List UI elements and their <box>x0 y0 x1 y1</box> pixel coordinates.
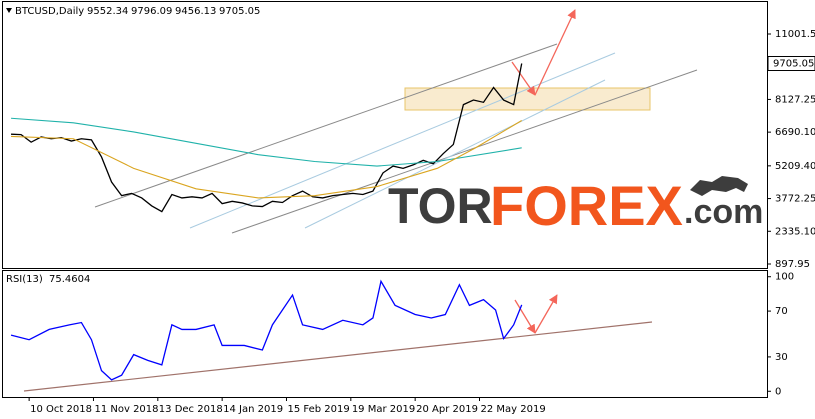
x-tick-label: 15 Feb 2019 <box>287 404 349 415</box>
open: 9552.34 <box>87 6 128 17</box>
watermark-prefix: TOR <box>388 178 493 234</box>
menu-arrow[interactable] <box>6 8 12 13</box>
forecast-arrow <box>534 9 576 96</box>
forecast-arrow <box>534 294 558 334</box>
rsi-panel-frame <box>2 270 768 398</box>
y-tick-label: 30 <box>775 352 788 363</box>
y-tick-label: 0 <box>775 386 781 397</box>
series-line <box>10 279 523 381</box>
close: 9705.05 <box>219 6 260 17</box>
channel-line <box>189 52 616 229</box>
channel-line <box>304 79 606 229</box>
bull-logo <box>690 176 748 196</box>
y-tick-label: 2335.10 <box>775 226 815 237</box>
y-tick-label: 8127.25 <box>775 94 815 105</box>
x-tick-label: 19 Mar 2019 <box>352 404 415 415</box>
series-line <box>11 117 522 167</box>
y-tick-label: 897.95 <box>775 259 810 270</box>
y-tick-label: 11001.55 <box>775 29 815 40</box>
x-tick-label: 14 Jan 2019 <box>223 404 283 415</box>
trend-line <box>94 43 558 208</box>
rsi-value: 75.4604 <box>49 274 90 285</box>
x-tick-label: 22 May 2019 <box>480 404 545 415</box>
y-tick-label: 70 <box>775 306 788 317</box>
rsi-trend-line <box>23 321 653 392</box>
y-tick-label: 3772.25 <box>775 194 815 205</box>
low: 9456.13 <box>175 6 216 17</box>
high: 9796.09 <box>131 6 172 17</box>
series-line <box>11 63 523 213</box>
forecast-arrow <box>511 61 536 96</box>
x-tick-label: 13 Dec 2018 <box>159 404 223 415</box>
symbol: BTCUSD,Daily <box>15 6 84 17</box>
trend-line <box>231 69 698 234</box>
y-tick-label: 6690.10 <box>775 127 815 138</box>
y-tick-label: 5209.40 <box>775 161 815 172</box>
series-line <box>11 120 522 199</box>
x-tick-label: 11 Nov 2018 <box>94 404 158 415</box>
watermark-suffix: .com <box>684 193 763 231</box>
forecast-arrow <box>514 299 536 334</box>
y-tick-label: 100 <box>775 272 794 283</box>
x-tick-label: 20 Apr 2019 <box>416 404 478 415</box>
rsi-title: RSI(13) <box>6 274 43 285</box>
last-price-box <box>767 56 815 72</box>
price-panel-frame <box>2 1 768 269</box>
x-tick-label: 10 Oct 2018 <box>30 404 92 415</box>
watermark-brand: FOREX <box>490 174 683 237</box>
last-price-label: 9705.05 <box>773 59 814 70</box>
